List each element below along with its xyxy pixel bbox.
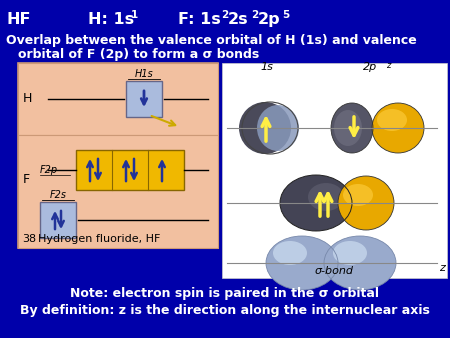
Ellipse shape	[239, 102, 291, 154]
Text: F: 1s: F: 1s	[178, 12, 221, 27]
Ellipse shape	[308, 183, 344, 211]
Ellipse shape	[324, 236, 396, 290]
Ellipse shape	[343, 184, 373, 206]
Ellipse shape	[257, 105, 299, 151]
Ellipse shape	[333, 241, 367, 265]
Text: H: 1s: H: 1s	[88, 12, 134, 27]
Ellipse shape	[331, 103, 373, 153]
Ellipse shape	[280, 175, 352, 231]
Text: z: z	[439, 263, 445, 273]
Ellipse shape	[273, 241, 307, 265]
Text: By definition: z is the direction along the internuclear axis: By definition: z is the direction along …	[20, 304, 430, 317]
Bar	[126, 81, 162, 117]
Ellipse shape	[372, 103, 424, 153]
Text: HF: HF	[6, 12, 31, 27]
Text: 2s: 2s	[228, 12, 248, 27]
Text: Overlap between the valence orbital of H (1s) and valence: Overlap between the valence orbital of H…	[6, 34, 417, 47]
Bar	[18, 63, 218, 248]
Text: 1: 1	[131, 10, 138, 20]
Text: H: H	[23, 93, 32, 105]
Ellipse shape	[334, 110, 362, 146]
Bar	[222, 63, 447, 278]
Text: σ-bond: σ-bond	[315, 266, 354, 276]
Text: F: F	[23, 173, 30, 186]
Text: Hydrogen fluoride, HF: Hydrogen fluoride, HF	[38, 234, 160, 244]
Text: Note: electron spin is paired in the σ orbital: Note: electron spin is paired in the σ o…	[71, 287, 379, 300]
Text: F2p: F2p	[40, 165, 58, 175]
Text: H1s: H1s	[135, 69, 153, 79]
Text: 2p: 2p	[363, 62, 377, 72]
Ellipse shape	[266, 236, 338, 290]
Bar	[40, 202, 76, 238]
Text: 2p: 2p	[258, 12, 281, 27]
Text: 2: 2	[251, 10, 258, 20]
Text: orbital of F (2p) to form a σ bonds: orbital of F (2p) to form a σ bonds	[18, 48, 259, 61]
Text: 5: 5	[282, 10, 289, 20]
Text: 1s: 1s	[261, 62, 274, 72]
Text: z: z	[386, 61, 390, 70]
Ellipse shape	[338, 176, 394, 230]
Ellipse shape	[377, 109, 407, 131]
Bar	[76, 150, 184, 190]
Text: F2s: F2s	[50, 190, 67, 200]
Bar	[18, 135, 218, 248]
Bar	[18, 63, 218, 135]
Text: 2: 2	[221, 10, 228, 20]
Text: 38: 38	[22, 234, 36, 244]
